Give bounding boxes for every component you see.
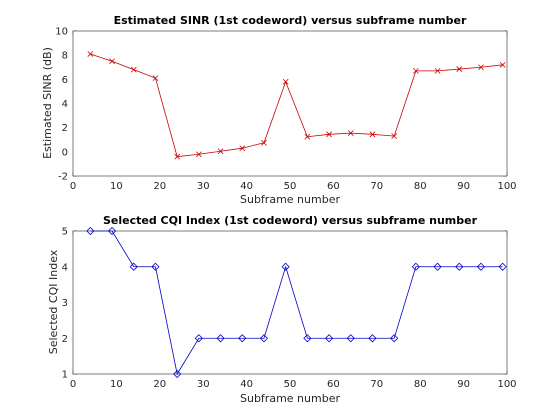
cqi-xtick-label: 10 bbox=[110, 379, 123, 390]
sinr-data-point bbox=[239, 145, 246, 152]
sinr-data-point bbox=[434, 67, 441, 74]
sinr-xtick-label: 0 bbox=[70, 181, 76, 192]
sinr-data-point bbox=[282, 78, 289, 85]
sinr-xtick-label: 40 bbox=[240, 181, 253, 192]
sinr-data-point bbox=[391, 133, 398, 140]
cqi-ytick-label: 1 bbox=[62, 370, 68, 381]
sinr-data-point bbox=[412, 67, 419, 74]
cqi-chart-plot-area bbox=[72, 226, 508, 379]
sinr-ytick-label: 0 bbox=[62, 147, 68, 158]
cqi-chart-ticks: 0 10 20 30 40 50 60 70 80 90 100 1 2 3 4 5 bbox=[62, 227, 517, 391]
cqi-data-point bbox=[107, 226, 117, 236]
cqi-data-point bbox=[368, 334, 377, 343]
cqi-data-point bbox=[346, 334, 355, 343]
cqi-xtick-label: 90 bbox=[457, 379, 470, 390]
cqi-xtick-label: 0 bbox=[70, 379, 76, 390]
sinr-ytick-label: 6 bbox=[62, 75, 68, 86]
cqi-data-point bbox=[324, 334, 334, 343]
sinr-data-point bbox=[326, 131, 332, 138]
sinr-axes-box bbox=[72, 30, 508, 177]
cqi-data-point bbox=[390, 334, 399, 343]
cqi-data-point bbox=[173, 369, 182, 379]
sinr-ytick-label: 8 bbox=[62, 51, 68, 62]
cqi-chart-xlabel: Subframe number bbox=[240, 392, 340, 405]
sinr-xtick-label: 70 bbox=[370, 181, 383, 192]
sinr-data-point bbox=[456, 66, 463, 72]
cqi-chart: Selected CQI Index (1st codeword) versus… bbox=[47, 214, 517, 405]
sinr-data-point bbox=[87, 51, 94, 57]
sinr-series-line bbox=[90, 53, 503, 158]
sinr-ytick-label: 2 bbox=[62, 123, 68, 134]
sinr-data-point bbox=[174, 153, 181, 160]
cqi-xtick-label: 70 bbox=[370, 379, 383, 390]
sinr-chart: Estimated SINR (1st codeword) versus sub… bbox=[41, 14, 517, 206]
cqi-xtick-label: 60 bbox=[327, 379, 340, 390]
cqi-xtick-label: 50 bbox=[284, 379, 297, 390]
sinr-xtick-label: 80 bbox=[414, 181, 427, 192]
sinr-data-point bbox=[109, 58, 115, 65]
cqi-data-point bbox=[194, 334, 203, 343]
cqi-xtick-label: 20 bbox=[153, 379, 166, 390]
cqi-xtick-label: 100 bbox=[497, 379, 516, 390]
cqi-data-point bbox=[238, 334, 247, 343]
cqi-xtick-label: 40 bbox=[240, 379, 253, 390]
cqi-data-point bbox=[216, 334, 225, 343]
sinr-xtick-label: 50 bbox=[284, 181, 297, 192]
sinr-ytick-label: -2 bbox=[58, 172, 68, 183]
sinr-chart-ylabel: Estimated SINR (dB) bbox=[41, 47, 54, 159]
sinr-chart-xlabel: Subframe number bbox=[240, 193, 340, 206]
cqi-ytick-label: 5 bbox=[62, 227, 68, 238]
sinr-chart-title: Estimated SINR (1st codeword) versus sub… bbox=[114, 14, 467, 27]
cqi-data-point bbox=[281, 262, 290, 271]
cqi-data-point bbox=[151, 262, 160, 271]
sinr-xtick-label: 100 bbox=[497, 181, 516, 192]
cqi-data-point bbox=[86, 226, 95, 236]
cqi-data-point bbox=[129, 262, 138, 271]
cqi-data-point bbox=[455, 262, 464, 271]
cqi-ytick-label: 3 bbox=[62, 298, 68, 309]
sinr-ytick-label: 10 bbox=[55, 27, 68, 38]
sinr-data-point bbox=[217, 148, 224, 155]
sinr-data-point bbox=[130, 66, 137, 73]
cqi-ytick-label: 2 bbox=[62, 334, 68, 345]
sinr-data-point bbox=[478, 64, 484, 71]
cqi-ytick-label: 4 bbox=[62, 262, 68, 273]
cqi-chart-ylabel: Selected CQI Index bbox=[47, 249, 60, 354]
cqi-data-point bbox=[411, 262, 420, 271]
sinr-data-point bbox=[152, 75, 159, 82]
cqi-data-point bbox=[433, 262, 442, 271]
cqi-xtick-label: 80 bbox=[414, 379, 427, 390]
sinr-xtick-label: 10 bbox=[110, 181, 123, 192]
sinr-xtick-label: 20 bbox=[153, 181, 166, 192]
cqi-data-point bbox=[476, 262, 486, 271]
sinr-xtick-label: 30 bbox=[197, 181, 210, 192]
sinr-ytick-label: 4 bbox=[62, 99, 68, 110]
sinr-data-point bbox=[304, 133, 311, 140]
sinr-data-point bbox=[195, 151, 202, 158]
sinr-data-point bbox=[261, 139, 267, 146]
sinr-xtick-label: 90 bbox=[457, 181, 470, 192]
sinr-data-point bbox=[369, 131, 376, 138]
cqi-xtick-label: 30 bbox=[197, 379, 210, 390]
sinr-data-point bbox=[499, 61, 506, 68]
cqi-data-point bbox=[259, 334, 269, 343]
cqi-data-point bbox=[303, 334, 312, 343]
sinr-data-point bbox=[347, 130, 354, 136]
cqi-axes-box bbox=[72, 230, 508, 375]
sinr-xtick-label: 60 bbox=[327, 181, 340, 192]
cqi-data-point bbox=[498, 262, 507, 271]
sinr-chart-plot-area bbox=[72, 30, 508, 177]
cqi-chart-title: Selected CQI Index (1st codeword) versus… bbox=[103, 214, 478, 227]
